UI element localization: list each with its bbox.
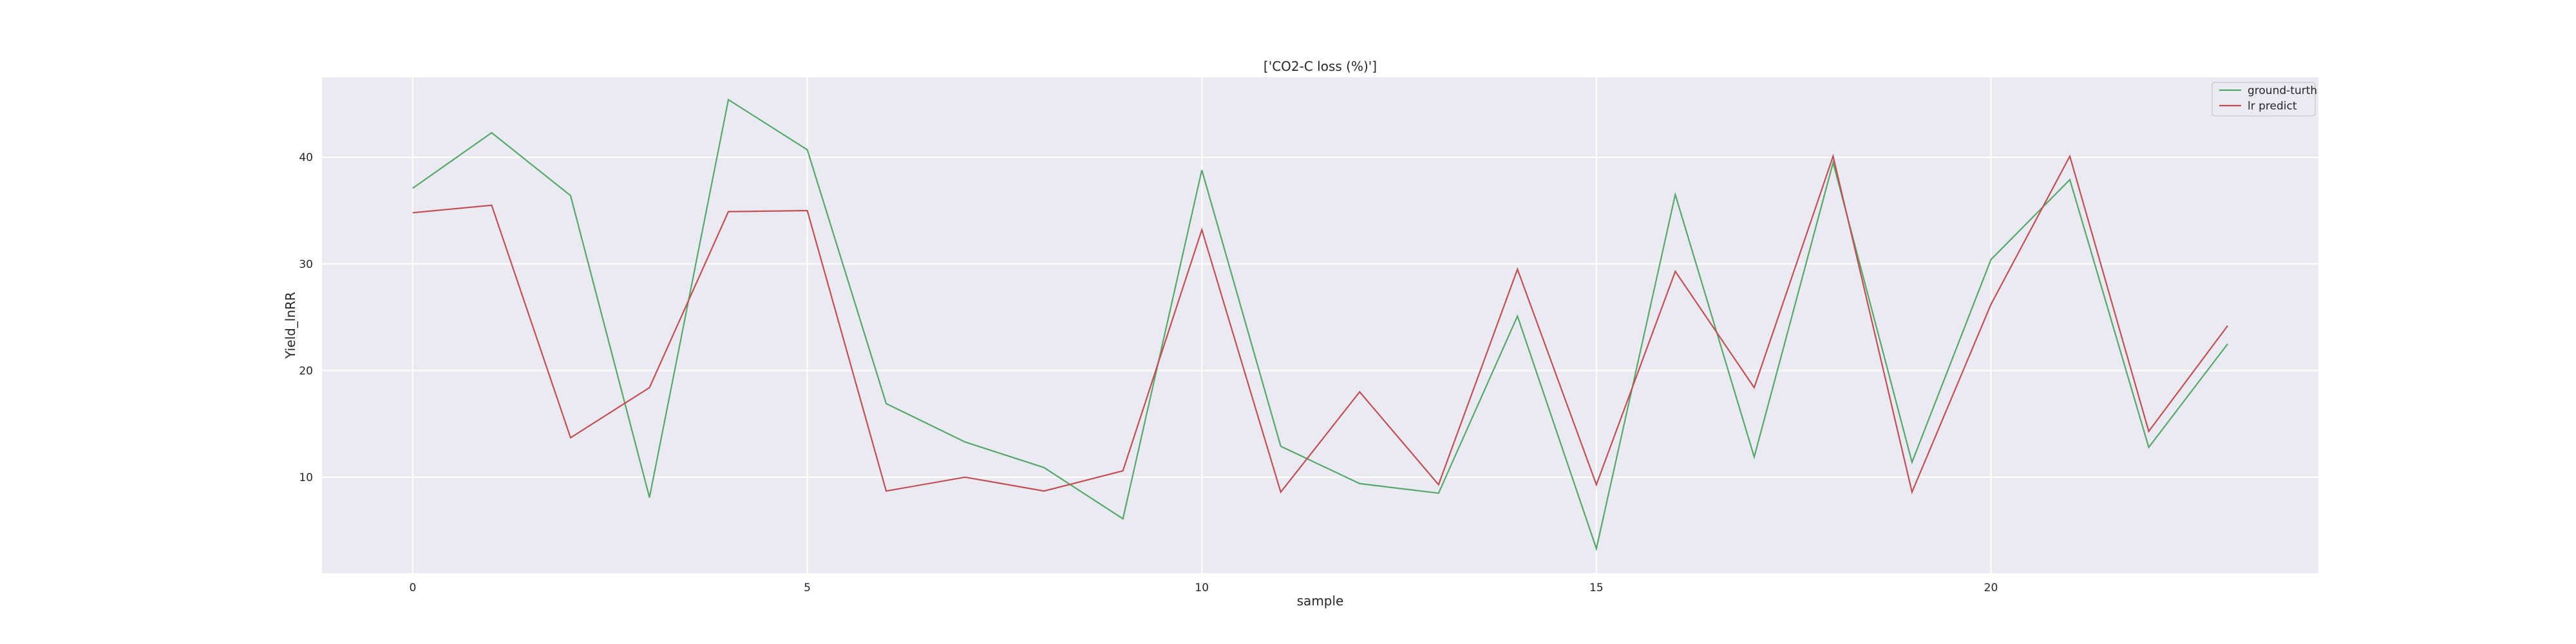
series-lines (412, 98, 2228, 551)
y-tick-label-30: 30 (299, 258, 313, 271)
series-line-ground-turth (412, 98, 2228, 551)
y-tick-labels: 10 20 30 40 (299, 151, 313, 484)
plot-area (322, 77, 2318, 573)
y-axis-label: Yield_lnRR (283, 292, 298, 359)
x-tick-label-5: 5 (804, 582, 811, 594)
legend-label-ground-turth: ground-turth (2248, 84, 2317, 97)
x-axis-label: sample (1297, 593, 1344, 609)
legend: ground-turth lr predict (2211, 82, 2317, 117)
x-tick-label-0: 0 (409, 582, 416, 594)
x-tick-labels: 0 5 10 15 20 (409, 582, 1998, 594)
y-tick-label-40: 40 (299, 151, 313, 164)
x-tick-label-10: 10 (1195, 582, 1209, 594)
y-tick-label-10: 10 (299, 471, 313, 484)
y-tick-label-20: 20 (299, 365, 313, 377)
grid-lines (322, 77, 2318, 573)
chart-title: ['CO2-C loss (%)'] (1264, 59, 1377, 74)
x-tick-label-20: 20 (1984, 582, 1998, 594)
x-tick-label-15: 15 (1589, 582, 1604, 594)
series-line-lr-predict (412, 153, 2228, 495)
legend-label-lr-predict: lr predict (2248, 100, 2297, 113)
